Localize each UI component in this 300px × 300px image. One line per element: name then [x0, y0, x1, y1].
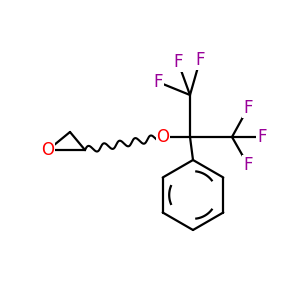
- Text: F: F: [153, 73, 163, 91]
- Text: F: F: [195, 51, 205, 69]
- Text: F: F: [257, 128, 267, 146]
- Text: O: O: [41, 141, 55, 159]
- Text: F: F: [173, 53, 183, 71]
- Text: F: F: [243, 99, 253, 117]
- Text: F: F: [243, 156, 253, 174]
- Text: O: O: [157, 128, 169, 146]
